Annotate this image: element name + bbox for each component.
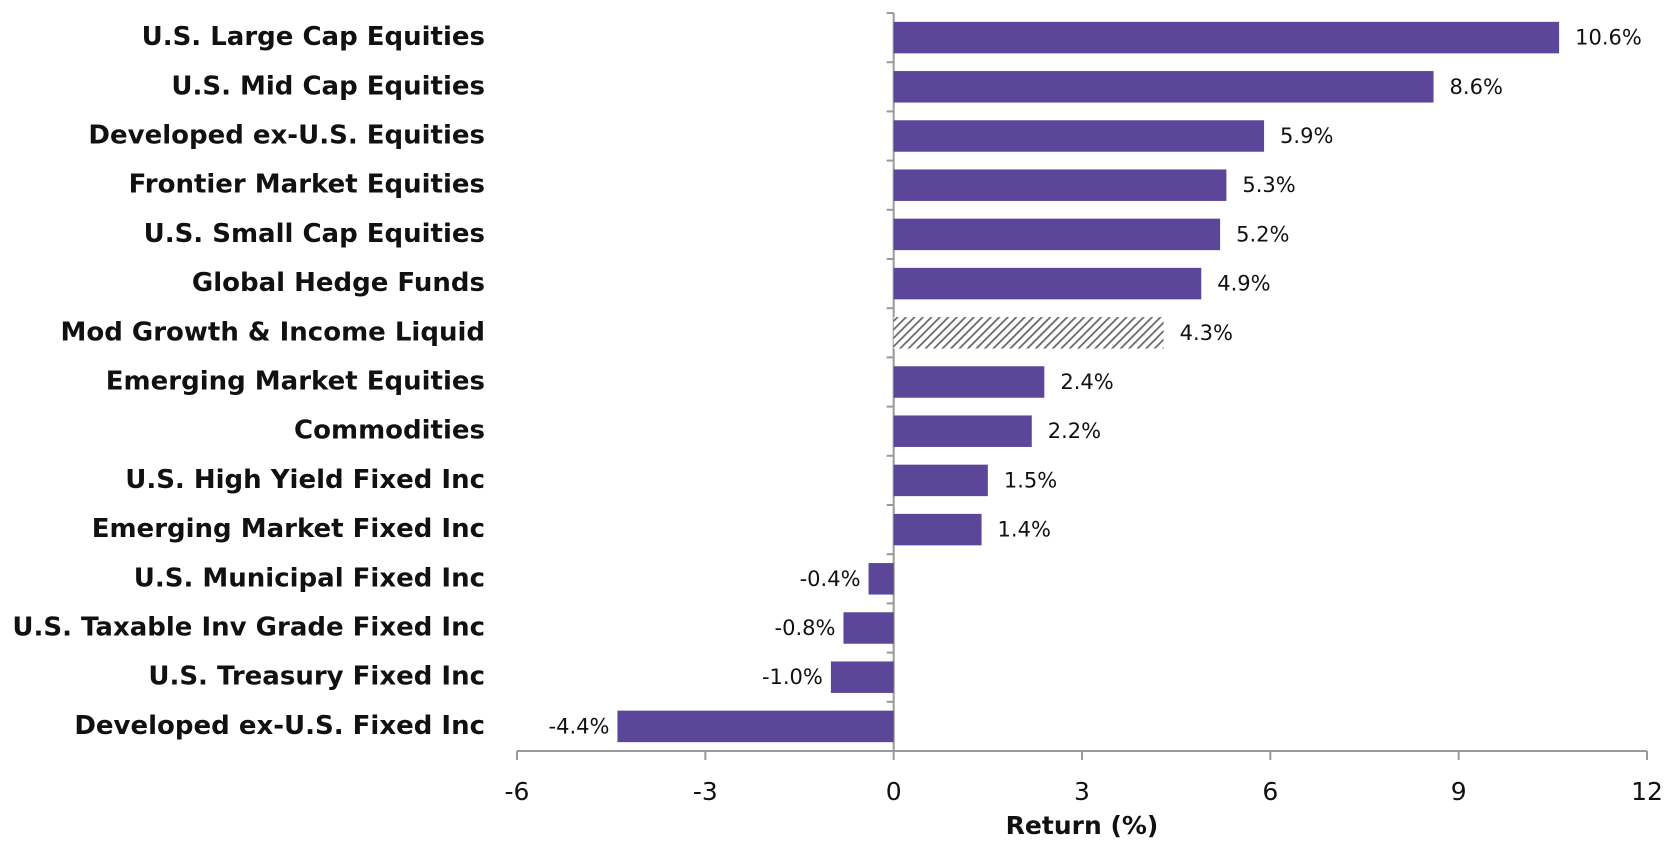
category-label: U.S. Treasury Fixed Inc: [148, 662, 485, 692]
x-tick-label: 12: [1631, 777, 1663, 806]
value-label: -0.4%: [800, 567, 861, 591]
category-label: U.S. Municipal Fixed Inc: [134, 563, 485, 593]
bar: [893, 366, 1045, 398]
value-label: -1.0%: [762, 665, 823, 689]
bar: [893, 267, 1202, 300]
value-label: 4.3%: [1180, 321, 1233, 345]
bar: [893, 71, 1434, 103]
value-label: 2.4%: [1060, 370, 1113, 394]
bar: [893, 464, 988, 497]
value-label: 8.6%: [1450, 75, 1503, 99]
category-label: Developed ex-U.S. Equities: [88, 121, 485, 151]
bar: [893, 21, 1560, 54]
bar: [893, 169, 1227, 201]
bar: [893, 317, 1164, 349]
x-tick-label: 6: [1262, 777, 1278, 806]
value-label: 2.2%: [1048, 419, 1101, 443]
value-label: 5.9%: [1280, 124, 1333, 148]
x-tick-label: 0: [886, 777, 902, 806]
x-tick-label: 3: [1074, 777, 1090, 806]
category-label: U.S. Small Cap Equities: [144, 219, 485, 249]
category-label: Commodities: [294, 416, 485, 446]
bar: [893, 513, 982, 546]
value-label: -4.4%: [549, 714, 610, 738]
bar: [617, 710, 894, 743]
category-label: Global Hedge Funds: [192, 268, 485, 298]
category-label: U.S. High Yield Fixed Inc: [125, 465, 485, 495]
value-label: 4.9%: [1217, 272, 1270, 296]
value-label: 5.2%: [1236, 222, 1289, 246]
bar: [893, 120, 1265, 152]
category-label: U.S. Large Cap Equities: [142, 22, 485, 52]
category-label: Mod Growth & Income Liquid: [60, 317, 485, 347]
value-label: -0.8%: [775, 616, 836, 640]
bar: [893, 415, 1032, 447]
x-axis-label: Return (%): [1006, 811, 1159, 839]
category-label: Emerging Market Fixed Inc: [92, 514, 485, 544]
value-label: 10.6%: [1575, 26, 1642, 50]
bar: [830, 661, 894, 693]
value-label: 1.5%: [1004, 468, 1057, 492]
bar: [868, 563, 894, 595]
category-label: Frontier Market Equities: [129, 170, 485, 200]
category-label: U.S. Taxable Inv Grade Fixed Inc: [12, 613, 485, 643]
bar: [893, 218, 1221, 251]
category-label: U.S. Mid Cap Equities: [171, 71, 485, 101]
value-label: 1.4%: [998, 518, 1051, 542]
bar: [843, 612, 894, 644]
x-tick-label: 9: [1451, 777, 1467, 806]
category-label: Developed ex-U.S. Fixed Inc: [74, 711, 485, 741]
x-tick-label: -3: [693, 777, 718, 806]
category-label: Emerging Market Equities: [106, 367, 485, 397]
x-tick-label: -6: [505, 777, 530, 806]
value-label: 5.3%: [1242, 173, 1295, 197]
